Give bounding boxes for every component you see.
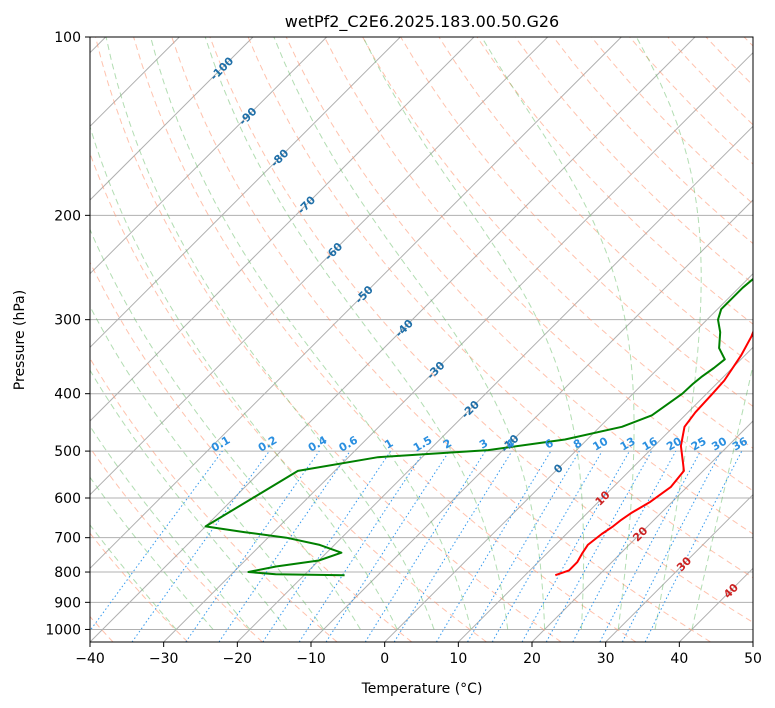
mixing-ratio-line — [644, 450, 743, 642]
moist-adiabat-line — [90, 369, 288, 630]
isotherm-line — [163, 51, 753, 642]
moist-adiabat-line — [204, 37, 509, 630]
x-axis: −40 −30 −20 −10 0 10 20 30 40 50 — [75, 642, 762, 667]
isotherm-line — [752, 641, 753, 642]
y-tick-label: 500 — [54, 444, 81, 460]
moist-adiabat-line — [635, 37, 702, 630]
isotherm-line — [531, 420, 753, 642]
x-tick-label: 20 — [523, 651, 541, 667]
x-tick-label: 30 — [597, 651, 615, 667]
y-tick-label: 1000 — [45, 622, 81, 638]
x-tick-label: −30 — [149, 651, 179, 667]
dry-adiabat-line — [323, 37, 753, 492]
dry-adiabat-line — [133, 37, 637, 642]
moist-adiabat-line — [481, 37, 635, 630]
y-tick-label: 600 — [54, 491, 81, 507]
moist-adiabat-line — [90, 228, 361, 630]
moist-adiabat-line — [105, 37, 435, 630]
profile-lines — [204, 277, 753, 577]
x-tick-label: −20 — [223, 651, 253, 667]
mixing-ratio-line — [131, 450, 270, 642]
dry-adiabat-line — [90, 261, 413, 642]
moist-adiabat-line — [362, 37, 585, 630]
mixing-ratio-line — [325, 450, 450, 642]
isotherm-line — [90, 37, 401, 349]
mixing-ratio-line — [393, 450, 513, 642]
x-tick-label: 50 — [744, 651, 762, 667]
y-axis: 100 200 300 400 500 600 700 800 900 1000 — [45, 30, 90, 638]
moist-adiabat-line — [90, 305, 325, 630]
x-tick-label: 10 — [449, 651, 467, 667]
moist-adiabat-line — [691, 363, 753, 630]
y-axis-label: Pressure (hPa) — [12, 290, 28, 390]
isotherm-line — [605, 493, 753, 642]
moist-adiabat-line — [90, 125, 398, 630]
isotherm-line — [90, 37, 622, 570]
x-tick-label: 0 — [380, 651, 389, 667]
y-tick-label: 400 — [54, 387, 81, 403]
isotherm-line — [90, 37, 328, 275]
isotherm-line — [384, 272, 753, 642]
mixing-ratio-line — [218, 450, 351, 642]
x-tick-label: −40 — [75, 651, 105, 667]
dry-adiabat-line — [285, 37, 753, 535]
moist-adiabat-line — [90, 476, 214, 630]
mixing-ratio-line — [545, 450, 653, 642]
moist-adiabat-line — [150, 37, 472, 630]
mixing-ratio-line — [572, 450, 677, 642]
dry-adiabat-line — [90, 357, 338, 642]
isotherm-line — [90, 37, 254, 201]
dry-adiabat-line — [90, 446, 263, 642]
dry-adiabat-line — [95, 37, 562, 642]
isotherm-line — [236, 125, 753, 642]
isotherm-line — [90, 37, 549, 496]
dry-adiabat-line — [171, 37, 711, 642]
background-lines — [90, 37, 753, 642]
x-tick-label: −10 — [296, 651, 326, 667]
isotherm-line — [90, 37, 475, 422]
plot-frame — [89, 36, 754, 643]
y-tick-label: 700 — [54, 531, 81, 547]
mixing-ratio-line — [521, 450, 630, 642]
y-tick-label: 100 — [54, 30, 81, 46]
y-tick-label: 300 — [54, 313, 81, 329]
mixing-ratio-line — [185, 450, 320, 642]
dewpoint-profile-line — [204, 277, 753, 577]
y-tick-label: 800 — [54, 565, 81, 581]
x-axis-label: Temperature (°C) — [361, 681, 483, 697]
isotherm-line — [457, 346, 753, 642]
mixing-ratio-line — [90, 450, 223, 632]
mixing-ratio-line — [298, 450, 425, 642]
temperature-profile-line — [554, 329, 753, 577]
y-tick-label: 200 — [54, 208, 81, 224]
y-tick-label: 900 — [54, 595, 81, 611]
x-tick-label: 40 — [670, 651, 688, 667]
chart-title: wetPf2_C2E6.2025.183.00.50.G26 — [285, 12, 559, 32]
isotherm-line — [90, 37, 696, 642]
plot-background — [90, 37, 753, 642]
moist-adiabat-line — [273, 37, 546, 630]
dry-adiabat-line — [209, 37, 753, 623]
dry-adiabat-line — [247, 37, 753, 579]
mixing-ratio-line — [262, 450, 392, 642]
